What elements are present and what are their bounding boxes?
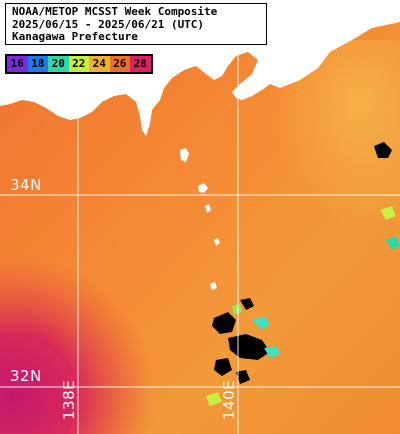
region-name: Kanagawa Prefecture [12,30,138,43]
legend-swatch-18: 18 [27,56,48,72]
map-title: NOAA/METOP MCSST Week Composite [12,5,218,18]
cool-patch [232,304,242,314]
cloud-patch [214,358,232,376]
island-hachijo [210,282,217,290]
legend-swatch-26: 26 [109,56,130,72]
lat-label-34n: 34N [10,176,42,194]
legend-swatch-16: 16 [7,56,28,72]
island-toshima [198,183,208,193]
cool-patch [252,316,270,330]
lon-label-138e: 138E [60,379,78,420]
legend-swatch-24: 24 [89,56,110,72]
legend-swatch-22: 22 [68,56,89,72]
cool-patch [386,236,400,250]
cool-patch [380,206,396,220]
legend-swatch-20: 20 [48,56,69,72]
island-niijima [205,204,211,213]
cool-patch [206,392,222,406]
cloud-patch [240,298,254,310]
cool-water-zone [200,40,400,300]
cool-pixel-patches [206,206,400,406]
map-title-box: NOAA/METOP MCSST Week Composite 2025/06/… [5,3,267,45]
island-oshima [180,148,189,162]
cloud-patch [212,312,236,334]
cloud-patch [236,370,250,384]
cloud-patch [374,142,392,158]
island-miyake [214,238,220,246]
lat-label-32n: 32N [10,367,42,385]
date-range: 2025/06/15 - 2025/06/21 (UTC) [12,17,205,31]
lon-label-140e: 140E [220,379,238,420]
temperature-legend: 16 18 20 22 24 26 28 [4,53,154,75]
cool-patch [264,346,280,358]
legend-swatch-28: 28 [130,56,151,72]
